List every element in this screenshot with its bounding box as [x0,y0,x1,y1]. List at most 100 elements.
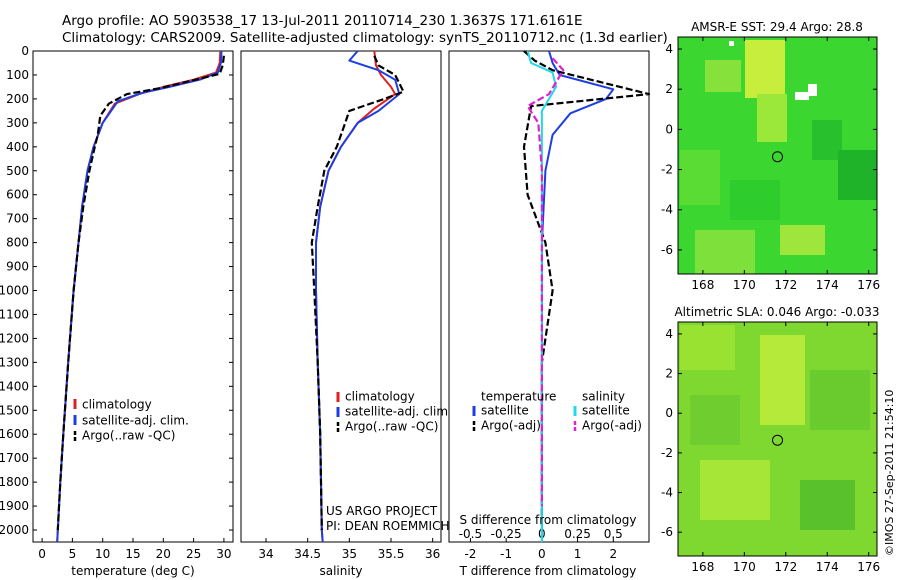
depth-tick-label: 900 [6,260,29,274]
map-y-tick-label: -2 [661,163,673,177]
depth-tick-label: 1600 [0,427,29,441]
legend-label-climatology: climatology [345,390,415,404]
legend-label-s-argo: Argo(-adj) [582,419,642,433]
map-y-tick-label: 0 [665,122,673,136]
sst-cool-patch [838,150,877,200]
map-x-tick-label: 174 [816,560,839,574]
sla-map-axes: 168 170 172 174 176 4 2 0 -2 -4 -6 [661,322,880,574]
sst-missing-data [729,41,734,46]
map-y-tick-label: 0 [665,406,673,420]
sla-patch [810,370,870,430]
header-line-2: Climatology: CARS2009. Satellite-adjuste… [62,30,668,46]
sst-patch [680,150,720,205]
map-x-tick-label: 168 [691,560,714,574]
map-x-tick-label: 172 [774,560,797,574]
depth-tick-label: 0 [21,44,29,58]
sst-patch [705,60,741,92]
depth-tick-label: 600 [6,188,29,202]
map-x-tick-label: 176 [857,560,880,574]
salinity-legend: climatology satellite-adj. clim. Argo(..… [336,390,452,434]
legend-label-climatology: climatology [82,398,152,412]
x-tick-label: 0 [538,547,546,561]
depth-tick-label: 1700 [0,451,29,465]
legend-label-satellite: satellite-adj. clim. [345,405,452,419]
temperature-x-axis: 0 5 10 15 20 25 30 [38,538,232,561]
depth-tick-label: 400 [6,140,29,154]
temperature-panel: 0100200300400500600700800900100011001200… [0,44,649,578]
depth-tick-label: 2000 [0,523,29,537]
map-y-tick-label: 4 [665,42,673,56]
x-tick-label: 2 [609,547,617,561]
sst-missing-data [795,92,809,100]
sla-map-panel: Altimetric SLA: 0.046 Argo: -0.033 168 17… [661,305,880,574]
temperature-xlabel: temperature (deg C) [71,564,194,578]
sst-patch [730,180,780,220]
x-tick-label: 1 [574,547,582,561]
sst-patch [757,94,787,142]
x-tick-label: 25 [186,547,201,561]
temperature-plot-frame [32,50,234,543]
map-y-tick-label: -6 [661,525,673,539]
temperature-series [56,50,225,543]
x2-tick-label: 0.25 [564,527,591,541]
sst-map-axes: 168 170 172 174 176 4 2 0 -2 -4 -6 [661,37,880,292]
series-line-temperature-satellite [540,50,615,542]
depth-tick-label: 1200 [0,331,29,345]
difference-legend: temperature satellite Argo(-adj) salinit… [472,390,642,433]
difference-x2label: S difference from climatology [460,513,637,527]
depth-tick-label: 1300 [0,355,29,369]
x-tick-label: -1 [500,547,512,561]
legend-label-argo: Argo(..raw -QC) [345,420,438,434]
salinity-panel: 34 34.5 35 35.5 36 salinity climatology sate… [240,50,452,578]
series-line-temperature-argo-adj- [522,50,651,530]
sst-map-title: AMSR-E SST: 29.4 Argo: 28.8 [691,20,863,34]
sla-low-patch [800,480,855,530]
legend-label-s-satellite: satellite [582,404,630,418]
map-x-tick-label: 170 [733,560,756,574]
depth-tick-label: 800 [6,236,29,250]
salinity-xlabel: salinity [319,564,362,578]
map-x-tick-label: 176 [857,278,880,292]
sst-missing-data [808,84,817,96]
depth-tick-label: 1100 [0,307,29,321]
x-tick-label: 5 [69,547,77,561]
sst-map-panel: AMSR-E SST: 29.4 Argo: 28.8 168 170 172 174… [661,20,880,292]
salinity-plot-frame [240,50,442,543]
depth-tick-label: 1500 [0,403,29,417]
legend-label-argo: Argo(..raw -QC) [82,429,175,443]
map-x-tick-label: 172 [774,278,797,292]
difference-xlabel: T difference from climatology [459,564,637,578]
header-line-1: Argo profile: AO 5903538_17 13-Jul-2011 … [62,13,583,29]
series-line-argo-raw-qc- [310,55,405,531]
depth-tick-label: 700 [6,212,29,226]
sst-map-field [678,37,877,274]
difference-panel: -2 -1 0 1 2-0.5 -0.25 0 0.25 0.5 T difference fr… [448,50,651,578]
x-tick-label: 35.5 [378,547,405,561]
legend-label-t-satellite: satellite [481,404,529,418]
map-y-tick-label: -4 [661,486,673,500]
x2-tick-label: -0.25 [491,527,522,541]
difference-plot-frame [448,50,650,543]
sst-patch [695,230,755,274]
pi-credit: PI: DEAN ROEMMICH [326,519,449,533]
sla-high-patch [760,335,805,425]
imos-timestamp: ©IMOS 27-Sep-2011 21:54:10 [883,390,896,556]
x-tick-label: 0 [38,547,46,561]
series-line-satellite-adj-clim- [315,50,401,543]
series-line-salinity-argo-adj- [526,57,565,507]
x-tick-label: 30 [216,547,231,561]
legend-title-salinity: salinity [582,390,625,404]
x-tick-label: 15 [125,547,140,561]
difference-series [522,50,651,542]
salinity-x-axis: 34 34.5 35 35.5 36 [258,538,440,561]
map-y-tick-label: 2 [665,367,673,381]
argo-float-location-marker [772,151,783,163]
depth-tick-label: 100 [6,68,29,82]
sla-map-frame [677,321,878,557]
map-y-tick-label: -4 [661,203,673,217]
sla-patch [690,395,740,445]
project-credit: US ARGO PROJECT [326,504,438,518]
sla-patch [680,325,735,370]
x2-tick-label: 0.5 [604,527,623,541]
